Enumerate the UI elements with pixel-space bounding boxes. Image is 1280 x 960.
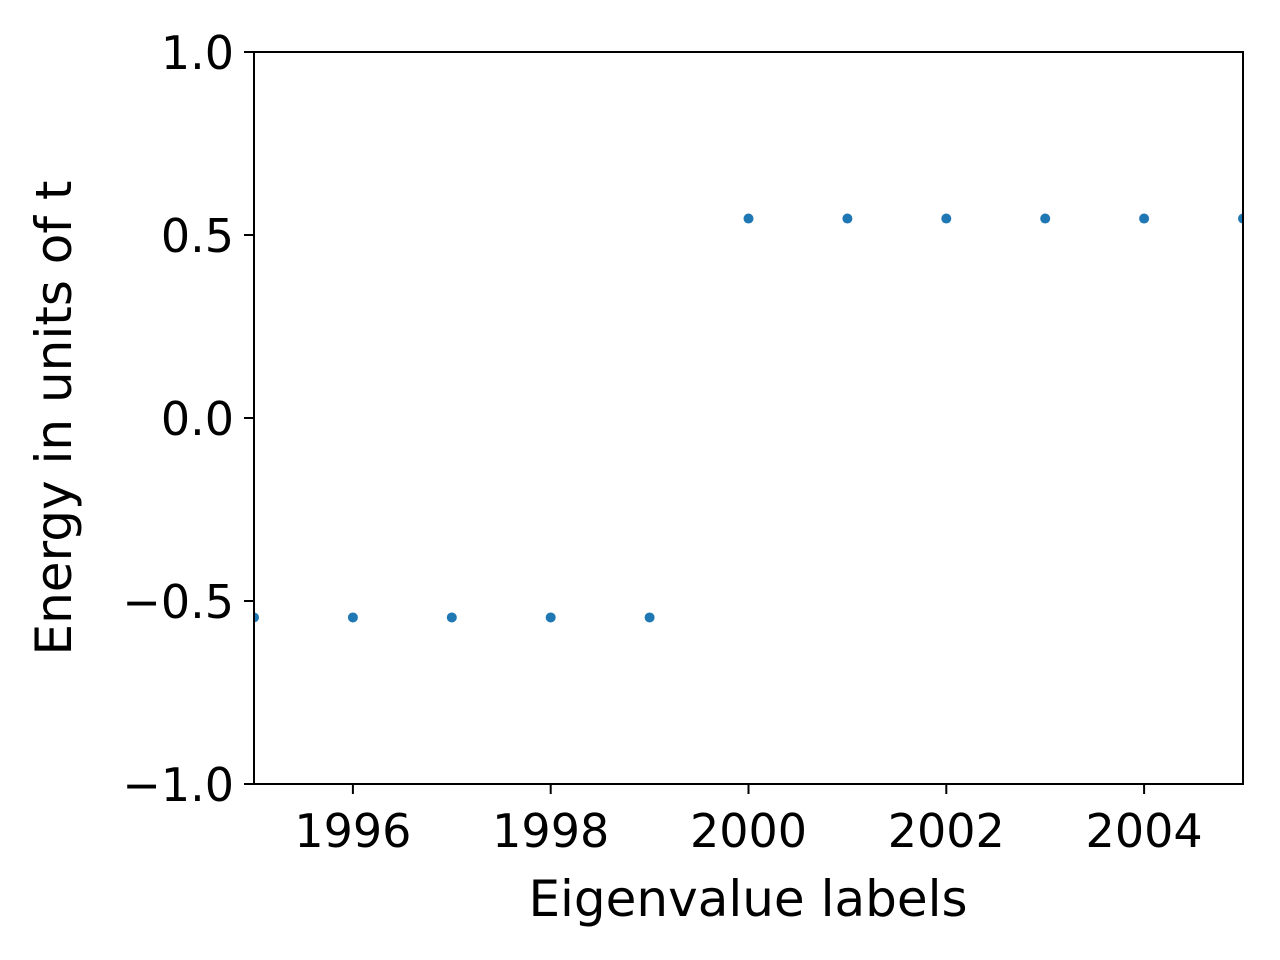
y-tick-label: 1.0 (161, 26, 234, 80)
x-axis: 1996 1998 2000 2002 2004 (294, 784, 1203, 858)
data-point (1238, 213, 1243, 224)
data-point (842, 213, 853, 224)
data-point (743, 213, 754, 224)
x-tick-label: 1998 (492, 804, 609, 858)
data-point (1139, 213, 1150, 224)
data-point (644, 612, 655, 623)
y-axis-label: Energy in units of t (25, 181, 83, 656)
y-axis: −1.0 −0.5 0.0 0.5 1.0 (122, 26, 254, 812)
data-point (347, 612, 358, 623)
x-tick-label: 2000 (690, 804, 807, 858)
x-tick-label: 2004 (1086, 804, 1203, 858)
plot-frame (253, 51, 1244, 785)
y-tick-label: 0.0 (161, 392, 234, 446)
data-point (1040, 213, 1051, 224)
data-point (941, 213, 952, 224)
data-points (254, 213, 1243, 623)
y-tick-label: 0.5 (161, 209, 234, 263)
x-tick-label: 2002 (888, 804, 1005, 858)
data-point (446, 612, 457, 623)
x-axis-label: Eigenvalue labels (528, 870, 967, 928)
data-point (545, 612, 556, 623)
y-tick-label: −1.0 (122, 758, 234, 812)
data-point (254, 612, 259, 623)
x-tick-label: 1996 (294, 804, 411, 858)
y-tick-label: −0.5 (122, 575, 234, 629)
